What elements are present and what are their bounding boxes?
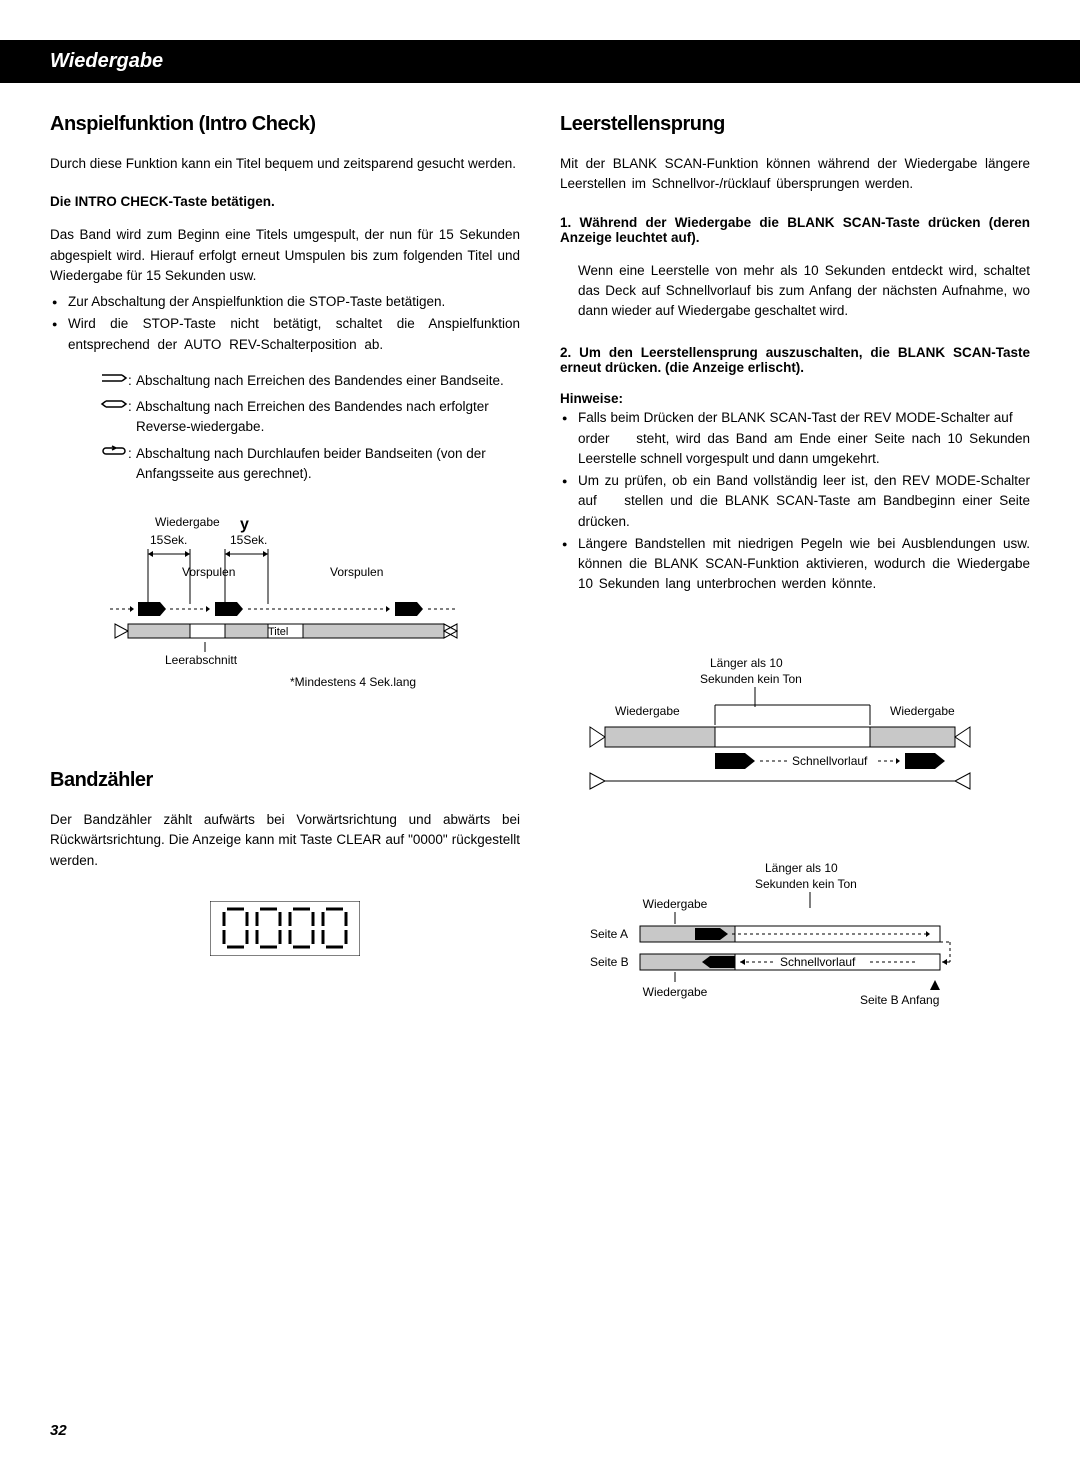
intro-check-body: Das Band wird zum Beginn eine Titels umg…	[50, 225, 520, 286]
counter-body: Der Bandzähler zählt aufwärts bei Vorwär…	[50, 810, 520, 871]
bullet-item: Zur Abschaltung der Anspielfunktion die …	[50, 292, 520, 312]
blank-scan-diagram-1: Länger als 10 Sekunden kein Ton Wiederga…	[560, 655, 1030, 800]
diag-label: 15Sek.	[150, 533, 187, 547]
mode-desc: Abschaltung nach Erreichen des Bandendes…	[136, 397, 520, 438]
page-content: Anspielfunktion (Intro Check) Durch dies…	[0, 83, 1080, 1045]
blank-scan-intro: Mit der BLANK SCAN-Funktion können währe…	[560, 154, 1030, 195]
diag-label: Sekunden kein Ton	[755, 877, 857, 891]
reverse-icon: :	[100, 397, 136, 438]
intro-check-bullets: Zur Abschaltung der Anspielfunktion die …	[50, 292, 520, 355]
diag-label: Seite A	[590, 927, 628, 941]
hinweis-item: Falls beim Drücken der BLANK SCAN-Tast d…	[560, 408, 1030, 469]
left-column: Anspielfunktion (Intro Check) Durch dies…	[50, 113, 520, 1045]
mode-desc: Abschaltung nach Erreichen des Bandendes…	[136, 371, 520, 391]
section-header: Wiedergabe	[0, 40, 1080, 83]
header-title: Wiedergabe	[50, 50, 163, 72]
hinweise-list: Falls beim Drücken der BLANK SCAN-Tast d…	[560, 408, 1030, 594]
hinweis-item: Um zu prüfen, ob ein Band vollständig le…	[560, 471, 1030, 532]
mode-row: : Abschaltung nach Erreichen des Bandend…	[100, 371, 520, 391]
blank-scan-step1-body: Wenn eine Leerstelle von mehr als 10 Sek…	[578, 261, 1030, 322]
right-diagrams: Länger als 10 Sekunden kein Ton Wiederga…	[560, 655, 1030, 1045]
hinweise-label: Hinweise:	[560, 391, 1030, 406]
single-side-icon: :	[100, 371, 136, 391]
diag-label: Schnellvorlauf	[792, 754, 868, 768]
diag-label: Wiedergabe	[890, 704, 955, 718]
diag-label: Wiedergabe	[643, 985, 708, 999]
diag-label: Schnellvorlauf	[780, 955, 856, 969]
intro-check-instruction: Die INTRO CHECK-Taste betätigen.	[50, 194, 520, 209]
blank-scan-heading: Leerstellensprung	[560, 113, 1030, 136]
mode-desc: Abschaltung nach Durchlaufen beider Band…	[136, 444, 520, 485]
diag-label: y	[240, 516, 249, 533]
blank-scan-step1: 1. Während der Wiedergabe die BLANK SCAN…	[560, 215, 1030, 245]
intro-check-heading: Anspielfunktion (Intro Check)	[50, 113, 520, 136]
counter-heading: Bandzähler	[50, 769, 520, 792]
diag-label: Sekunden kein Ton	[700, 672, 802, 686]
diag-label: Wiedergabe	[643, 897, 708, 911]
diag-label: Wiedergabe	[155, 515, 220, 529]
counter-display	[210, 901, 360, 961]
right-column: Leerstellensprung Mit der BLANK SCAN-Fun…	[560, 113, 1030, 1045]
diag-label: Seite B	[590, 955, 629, 969]
diag-label: Titel	[268, 626, 288, 638]
diag-label: Länger als 10	[710, 656, 783, 670]
blank-scan-diagram-2: Länger als 10 Sekunden kein Ton Wiederga…	[560, 860, 1030, 1045]
intro-check-diagram: Wiedergabe y 15Sek. 15Sek. Vorspulen Vor…	[110, 514, 520, 709]
diag-label: Länger als 10	[765, 861, 838, 875]
counter-section: Bandzähler Der Bandzähler zählt aufwärts…	[50, 769, 520, 961]
diag-label: Leerabschnitt	[165, 653, 238, 667]
mode-icon-list: : Abschaltung nach Erreichen des Bandend…	[100, 371, 520, 484]
diag-footnote: *Mindestens 4 Sek.lang	[290, 675, 416, 689]
intro-check-description: Durch diese Funktion kann ein Titel bequ…	[50, 154, 520, 174]
diag-label: Wiedergabe	[615, 704, 680, 718]
bullet-item: Wird die STOP-Taste nicht betätigt, scha…	[50, 314, 520, 355]
mode-row: : Abschaltung nach Durchlaufen beider Ba…	[100, 444, 520, 485]
blank-scan-step2: 2. Um den Leerstellensprung auszuschalte…	[560, 345, 1030, 375]
page-number: 32	[50, 1422, 67, 1439]
loop-icon: :	[100, 444, 136, 485]
diag-label: 15Sek.	[230, 533, 267, 547]
hinweis-item: Längere Bandstellen mit niedrigen Pegeln…	[560, 534, 1030, 595]
diag-label: Seite B Anfang	[860, 993, 939, 1007]
diag-label: Vorspulen	[330, 565, 383, 579]
mode-row: : Abschaltung nach Erreichen des Bandend…	[100, 397, 520, 438]
